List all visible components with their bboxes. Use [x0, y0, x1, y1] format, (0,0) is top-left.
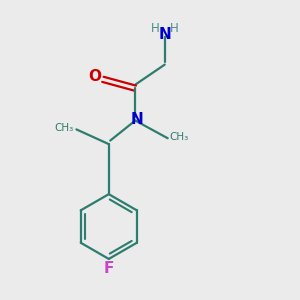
Text: H: H: [170, 22, 178, 35]
Text: H: H: [151, 22, 160, 35]
Text: CH₃: CH₃: [54, 123, 74, 133]
Text: N: N: [158, 27, 171, 42]
Text: F: F: [103, 261, 114, 276]
Text: N: N: [130, 112, 143, 127]
Text: CH₃: CH₃: [169, 132, 188, 142]
Text: O: O: [88, 70, 101, 85]
